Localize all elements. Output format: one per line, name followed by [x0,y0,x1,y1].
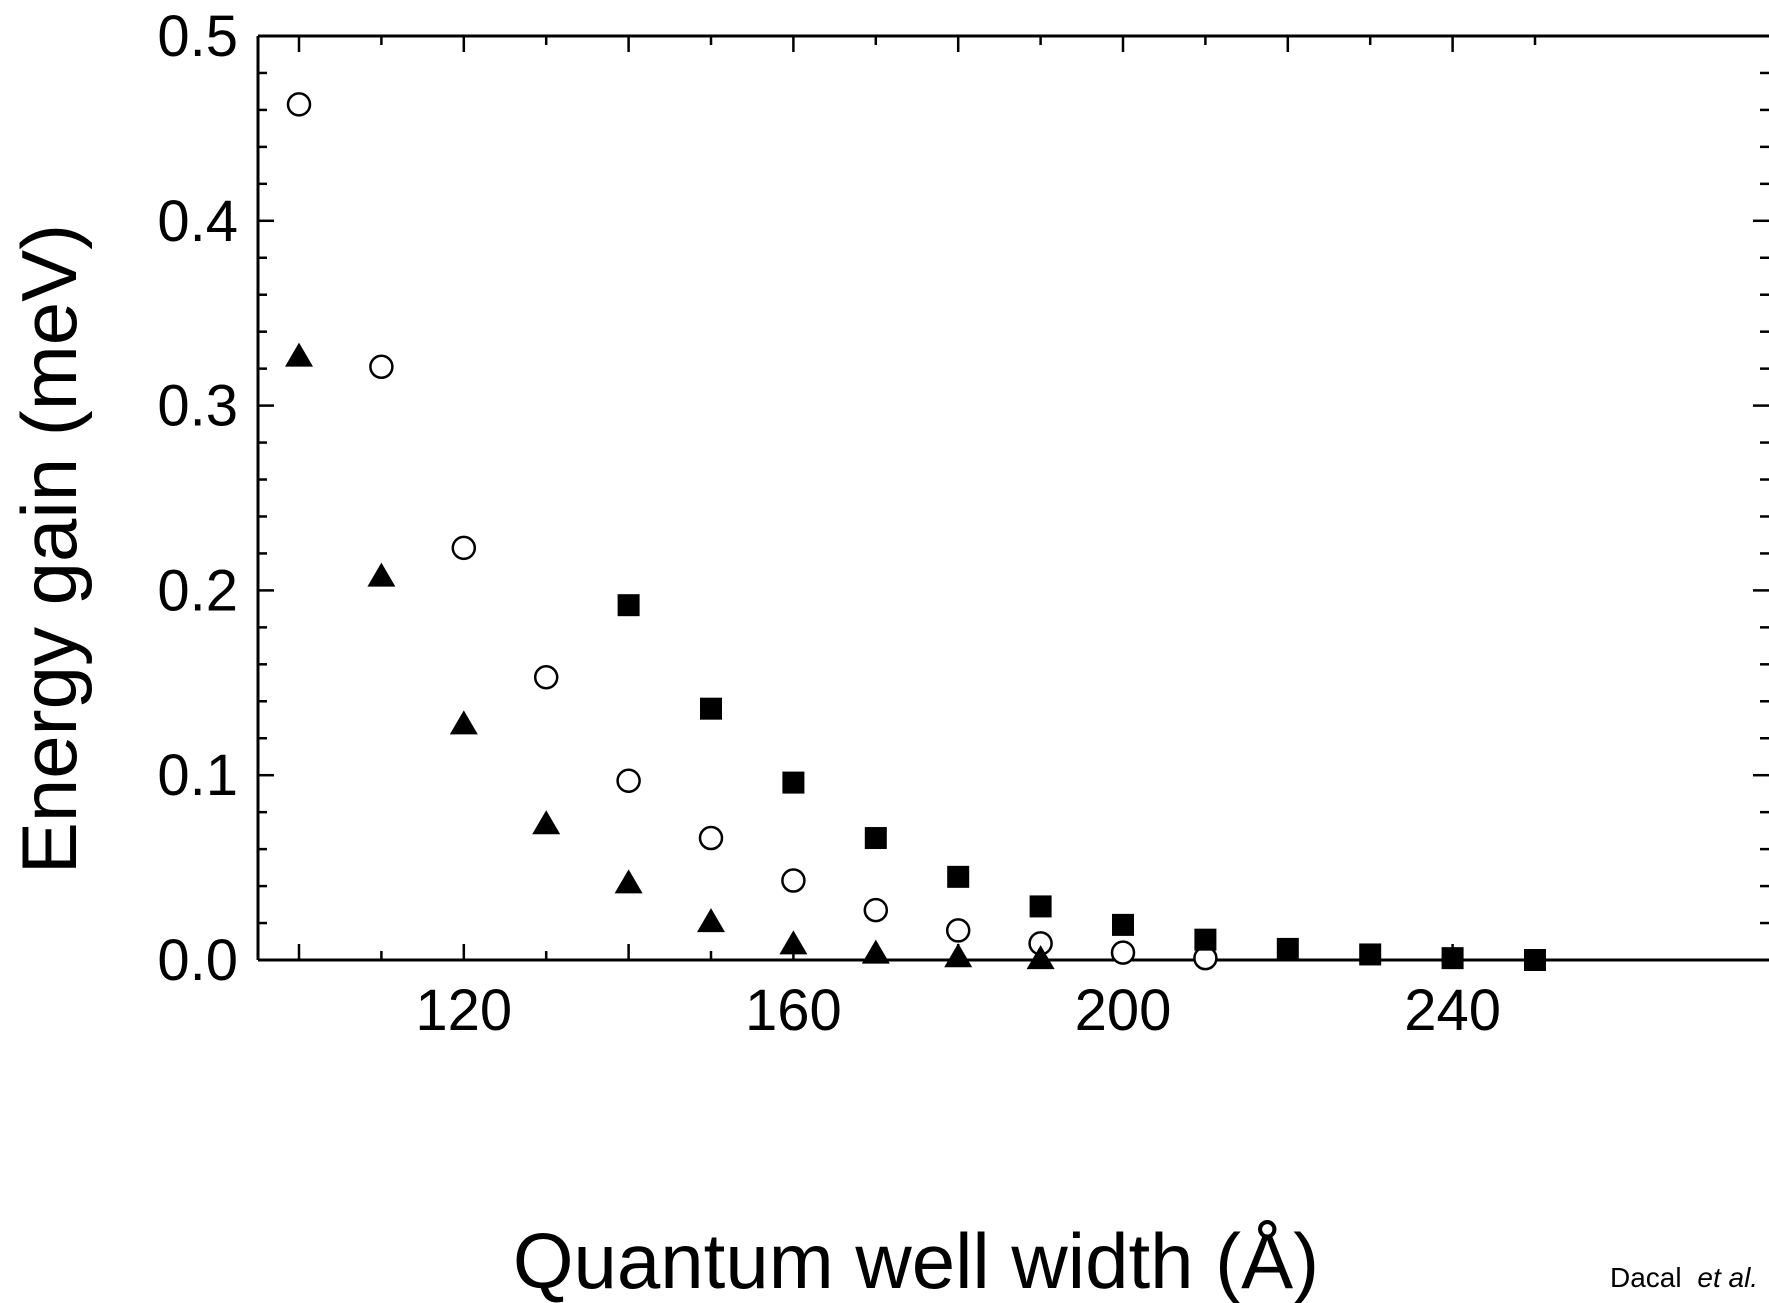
data-point-circle [781,868,806,893]
x-axis-tick-labels: 120 160 200 240 [415,978,1501,1043]
data-point-square [1276,937,1299,960]
data-point-triangle [367,562,396,587]
data-point-square [1359,943,1382,966]
data-point-square [1029,895,1052,918]
data-point-triangle [449,710,478,735]
data-point-square [947,865,970,888]
data-point-circle [369,354,394,380]
data-point-circle [698,825,724,851]
y-tick-label: 0.2 [157,558,238,623]
x-tick-label: 120 [415,978,512,1043]
data-point-triangle [697,908,725,933]
data-point-triangle [1026,945,1055,970]
data-point-circle [616,768,641,793]
x-axis-ticks [297,36,1537,960]
data-point-circle [286,92,312,117]
x-axis-title: Quantum well width (Å) [513,1217,1319,1303]
data-point-triangle [861,939,890,964]
data-point-triangle [944,943,973,968]
data-point-circle [533,665,559,690]
data-point-square [782,771,805,794]
data-point-circle [451,535,477,561]
credit-text: Dacal et al. [1610,1262,1758,1293]
y-axis-tick-labels: 0.0 0.1 0.2 0.3 0.4 0.5 [157,4,238,993]
data-point-square [864,827,887,850]
data-point-triangle [532,810,561,835]
y-axis-title: Energy gain (meV) [5,224,93,874]
credit-suffix: et al. [1697,1262,1758,1293]
data-point-square [700,697,722,720]
credit-author: Dacal [1610,1262,1682,1293]
x-tick-label: 240 [1404,978,1501,1043]
data-point-triangle [614,869,643,894]
x-tick-label: 200 [1075,978,1172,1043]
data-point-triangle [779,930,808,955]
data-point-square [1524,949,1546,971]
y-tick-label: 0.3 [157,374,238,439]
data-point-triangle [285,342,313,367]
data-point-square [617,594,640,617]
data-point-square [1441,947,1464,970]
data-point-circle [863,897,889,923]
y-axis-ticks [258,34,1769,962]
data-point-circle [945,918,971,943]
axes-frame [256,34,1769,962]
y-tick-label: 0.1 [157,743,238,808]
y-tick-label: 0.4 [157,189,238,254]
data-markers [285,92,1546,971]
data-point-square [1194,928,1217,951]
data-point-circle [1110,940,1136,965]
data-point-square [1112,913,1134,936]
y-tick-label: 0.0 [157,928,238,993]
y-tick-label: 0.5 [157,4,238,69]
x-tick-label: 160 [745,978,842,1043]
